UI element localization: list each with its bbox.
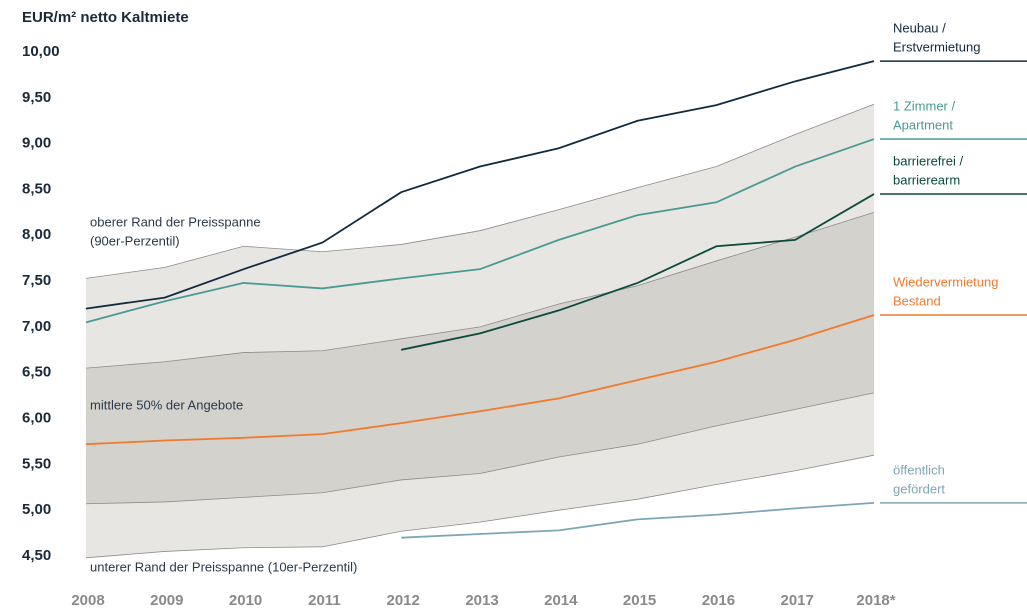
x-tick-label: 2016 bbox=[702, 592, 735, 609]
band-edge bbox=[85, 392, 875, 505]
y-tick-label: 7,50 bbox=[22, 272, 51, 289]
x-tick-label: 2011 bbox=[308, 592, 341, 609]
x-tick-label: 2010 bbox=[229, 592, 262, 609]
legend-label: Bestand bbox=[893, 293, 941, 308]
chart-title: EUR/m² netto Kaltmiete bbox=[22, 9, 189, 26]
series-line bbox=[401, 193, 875, 351]
y-tick-label: 8,00 bbox=[22, 226, 51, 243]
y-tick-label: 9,00 bbox=[22, 135, 51, 152]
legend-label: Wiedervermietung bbox=[893, 274, 999, 289]
series-line bbox=[85, 138, 875, 324]
x-tick-label: 2013 bbox=[465, 592, 498, 609]
y-tick-label: 5,50 bbox=[22, 455, 51, 472]
x-tick-label: 2014 bbox=[544, 592, 578, 609]
x-tick-label: 2008 bbox=[71, 592, 104, 609]
x-tick-label: 2018* bbox=[856, 592, 895, 609]
legend-label: Neubau / bbox=[893, 21, 946, 36]
legend-label: barrierefrei / bbox=[893, 153, 963, 168]
legend-label: 1 Zimmer / bbox=[893, 98, 956, 113]
legend-label: Apartment bbox=[893, 117, 953, 132]
annotation: mittlere 50% der Angebote bbox=[90, 397, 243, 412]
y-tick-label: 5,00 bbox=[22, 501, 51, 518]
x-tick-label: 2015 bbox=[623, 592, 656, 609]
y-tick-label: 8,50 bbox=[22, 180, 51, 197]
annotation: (90er-Perzentil) bbox=[90, 233, 180, 248]
x-tick-label: 2017 bbox=[781, 592, 814, 609]
y-tick-label: 9,50 bbox=[22, 89, 51, 106]
band-edge bbox=[85, 454, 875, 559]
annotation: unterer Rand der Preisspanne (10er-Perze… bbox=[90, 559, 357, 574]
band-edge bbox=[85, 103, 875, 279]
y-tick-label: 7,00 bbox=[22, 318, 51, 335]
series-line bbox=[401, 501, 875, 539]
legend-label: öffentlich bbox=[893, 462, 945, 477]
y-tick-label: 6,50 bbox=[22, 364, 51, 381]
series-line bbox=[85, 314, 875, 446]
x-tick-label: 2012 bbox=[387, 592, 420, 609]
annotation: oberer Rand der Preisspanne bbox=[90, 214, 261, 229]
x-tick-label: 2009 bbox=[150, 592, 183, 609]
legend-label: Erstvermietung bbox=[893, 40, 980, 55]
band-inner bbox=[86, 212, 874, 504]
y-tick-label: 10,00 bbox=[22, 43, 60, 60]
band-edge bbox=[85, 211, 875, 369]
y-tick-label: 4,50 bbox=[22, 547, 51, 564]
legend-label: gefördert bbox=[893, 481, 945, 496]
legend-label: barrierearm bbox=[893, 172, 960, 187]
y-tick-label: 6,00 bbox=[22, 410, 51, 427]
series-line bbox=[85, 60, 875, 310]
